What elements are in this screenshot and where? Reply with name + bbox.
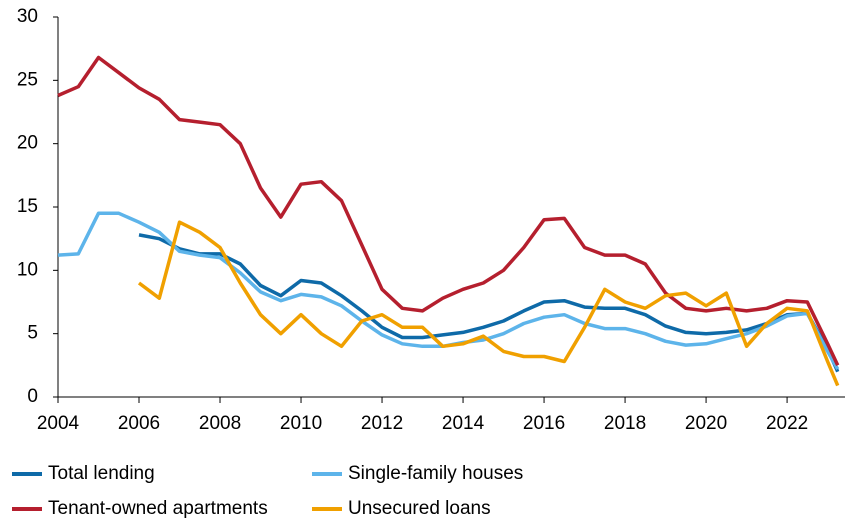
- legend-label: Total lending: [48, 463, 155, 484]
- x-tick-label: 2014: [442, 413, 485, 434]
- y-tick-label: 20: [17, 133, 38, 154]
- y-tick-label: 0: [27, 386, 38, 407]
- y-tick-label: 25: [17, 69, 38, 90]
- x-tick-label: 2020: [685, 413, 727, 434]
- x-tick-label: 2016: [523, 413, 565, 434]
- x-tick-label: 2004: [37, 413, 80, 434]
- y-tick-label: 15: [17, 196, 38, 217]
- legend-label: Single-family houses: [348, 463, 523, 484]
- series-line: [138, 233, 840, 373]
- legend-label: Tenant-owned apartments: [48, 498, 268, 519]
- y-tick-label: 30: [17, 6, 38, 27]
- x-tick-label: 2006: [118, 413, 160, 434]
- x-tick-label: 2010: [280, 413, 322, 434]
- series-line: [57, 55, 840, 367]
- series-line: [137, 220, 840, 387]
- x-tick-label: 2018: [604, 413, 646, 434]
- x-tick-label: 2012: [361, 413, 403, 434]
- y-tick-label: 5: [27, 323, 38, 344]
- y-tick-label: 10: [17, 259, 38, 280]
- x-tick-label: 2008: [199, 413, 241, 434]
- x-tick-label: 2022: [766, 413, 808, 434]
- legend-label: Unsecured loans: [348, 498, 491, 519]
